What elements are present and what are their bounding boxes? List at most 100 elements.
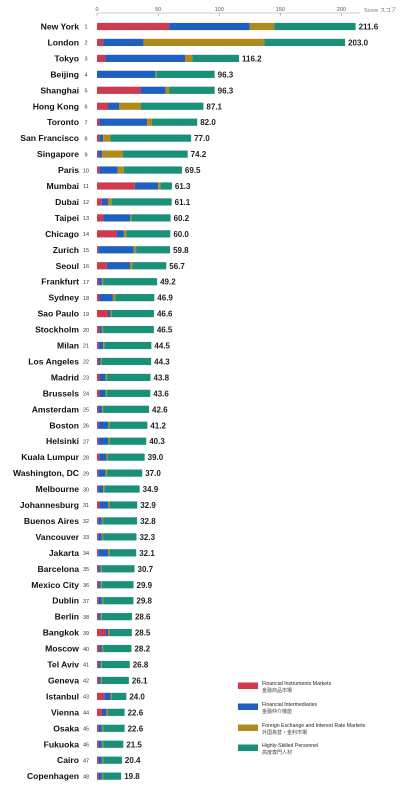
bar-segment <box>98 756 102 764</box>
bar-segment <box>103 644 132 653</box>
rank-label: 4 <box>84 73 87 79</box>
city-label: Vancouver <box>36 532 80 542</box>
bar-segment <box>169 22 250 31</box>
bar-segment <box>123 166 182 174</box>
bar-row: Madrid 23 43.8 <box>51 372 170 382</box>
legend-label-jp: 金融商品市場 <box>262 687 292 694</box>
bar-row: Boston 26 41.2 <box>49 420 166 430</box>
bar-segment <box>97 118 100 126</box>
bar-segment <box>103 485 105 493</box>
bar-segment <box>97 613 99 621</box>
bar-segment <box>151 118 198 126</box>
bar-segment <box>140 102 204 110</box>
city-label: Buenos Aires <box>24 516 79 526</box>
total-value-label: 21.5 <box>126 740 142 749</box>
bar-segment <box>101 581 134 589</box>
bar-segment <box>97 581 99 589</box>
total-value-label: 96.3 <box>218 86 234 95</box>
city-label: Amsterdam <box>32 404 80 414</box>
legend-label-jp: 外国為替・金利市場 <box>262 729 307 736</box>
bar-segment <box>101 517 104 525</box>
city-label: Dubai <box>55 197 79 207</box>
bar-segment <box>97 166 100 174</box>
bar-row: Copenhagen 48 19.8 <box>27 771 140 781</box>
bar-row: Stockholm 20 46.5 <box>35 325 173 335</box>
bar-segment <box>160 182 172 190</box>
rank-label: 47 <box>83 758 89 764</box>
bar-segment <box>97 150 99 158</box>
bar-segment <box>97 453 100 461</box>
bar-row: Barcelona 35 30.7 <box>37 564 153 574</box>
bar-segment <box>97 214 104 222</box>
city-label: Tokyo <box>54 53 79 63</box>
city-label: Shanghai <box>40 85 79 95</box>
legend-label: Foreign Exchange and Interest Rate Marke… <box>262 723 366 729</box>
legend-swatch <box>238 724 258 731</box>
bar-row: Bangkok 39 28.5 <box>43 628 151 638</box>
bar-segment <box>97 310 108 318</box>
bar-segment <box>97 262 107 270</box>
bar-segment <box>98 772 102 780</box>
bar-segment <box>133 246 137 254</box>
rank-label: 44 <box>83 711 89 717</box>
bar-segment <box>97 724 99 732</box>
bar-segment <box>106 262 130 270</box>
bar-segment <box>109 501 138 509</box>
bar-segment <box>98 581 101 589</box>
total-value-label: 87.1 <box>206 102 222 111</box>
rank-label: 43 <box>83 695 89 701</box>
bar-segment <box>98 246 134 254</box>
bar-segment <box>97 134 100 142</box>
city-label: Taipei <box>55 213 79 223</box>
bar-row: Jakarta 34 32.1 <box>49 548 155 558</box>
bar-segment <box>115 294 155 302</box>
bar-segment <box>111 692 127 700</box>
rank-label: 7 <box>84 120 87 126</box>
bar-segment <box>103 214 130 222</box>
city-label: Bangkok <box>43 628 80 638</box>
bar-segment <box>98 437 108 445</box>
bar-segment <box>101 150 123 158</box>
total-value-label: 116.2 <box>242 54 262 63</box>
bar-segment <box>110 310 112 318</box>
bar-row: Fukuoka 46 21.5 <box>44 739 143 749</box>
bar-segment <box>98 676 101 685</box>
bar-segment <box>122 150 188 158</box>
total-value-label: 30.7 <box>138 565 154 574</box>
city-label: Beijing <box>50 69 79 79</box>
total-value-label: 29.9 <box>137 581 153 590</box>
bar-segment <box>99 118 148 126</box>
bar-segment <box>132 262 167 270</box>
total-value-label: 32.1 <box>139 549 155 558</box>
bar-row: Zurich 15 59.8 <box>53 245 189 255</box>
bar-segment <box>103 756 122 764</box>
bar-segment <box>98 565 101 573</box>
bar-segment <box>97 549 99 557</box>
rank-label: 45 <box>83 727 89 733</box>
city-label: Frankfurt <box>41 277 79 287</box>
x-tick-label: 200 <box>337 7 346 13</box>
bar-segment <box>97 22 170 31</box>
bar-segment <box>97 198 102 206</box>
bar-segment <box>123 230 127 238</box>
rank-label: 1 <box>84 25 87 31</box>
city-label: Helsinki <box>46 436 79 446</box>
bar-segment <box>101 613 132 621</box>
bar-segment <box>101 644 104 653</box>
city-label: Mexico City <box>31 580 79 590</box>
bar-segment <box>105 373 107 381</box>
city-label: Fukuoka <box>44 739 80 749</box>
bar-segment <box>100 613 102 621</box>
bar-segment <box>97 756 99 764</box>
bar-segment <box>103 517 138 525</box>
bar-segment <box>106 389 151 397</box>
total-value-label: 39.0 <box>148 453 164 462</box>
bar-row: Cairo 47 20.4 <box>57 755 141 765</box>
bar-row: Singapore 9 74.2 <box>37 149 207 159</box>
bar-segment <box>99 294 113 302</box>
bar-segment <box>97 644 100 653</box>
rank-label: 33 <box>83 535 89 541</box>
bar-segment <box>101 708 107 716</box>
bar-segment <box>103 772 122 780</box>
